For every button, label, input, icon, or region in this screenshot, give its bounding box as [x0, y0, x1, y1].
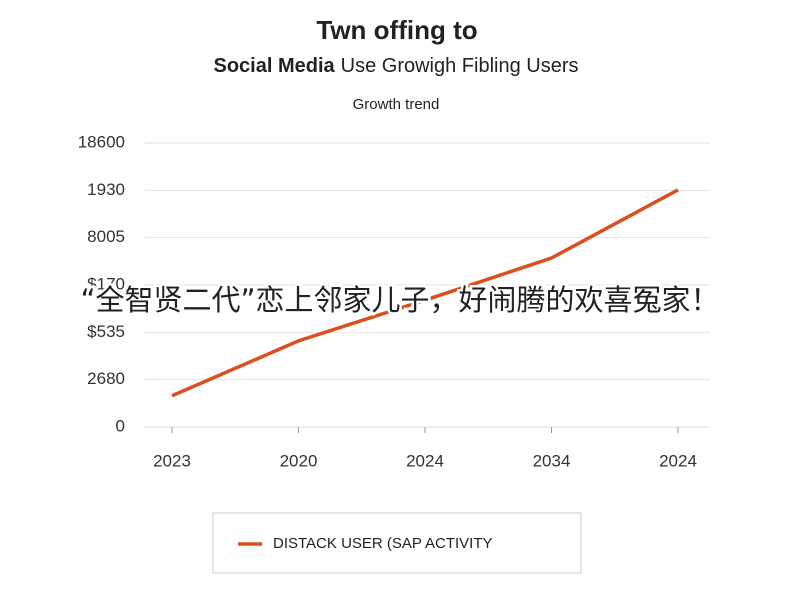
- legend-label: DISTACK USER (SAP ACTIVITY: [273, 535, 493, 552]
- y-tick-label: 1930: [87, 180, 125, 199]
- y-tick-label: $535: [87, 322, 125, 341]
- y-tick-label: 18600: [78, 132, 125, 151]
- y-tick-label: $170: [87, 274, 125, 293]
- x-tick-label: 2024: [659, 451, 697, 470]
- legend-box: [212, 512, 582, 574]
- y-tick-label: 2680: [87, 369, 125, 388]
- chart-title: Twn offing to: [316, 15, 477, 45]
- y-tick-label: 8005: [87, 227, 125, 246]
- axis-title: Growth trend: [353, 96, 440, 113]
- subtitle-bold: Social Media: [213, 55, 335, 77]
- chart-subtitle: Social Media Use Growigh Fibling Users: [213, 55, 578, 77]
- x-tick-label: 2024: [406, 451, 444, 470]
- x-tick-label: 2023: [153, 451, 191, 470]
- x-tick-label: 2034: [533, 451, 571, 470]
- overlay-text: “全智贤二代”恋上邻家儿子，好闹腾的欢喜冤家！: [80, 283, 719, 317]
- y-tick-label: 0: [116, 416, 125, 435]
- subtitle-rest: Use Growigh Fibling Users: [341, 55, 579, 77]
- data-line: [171, 188, 679, 398]
- x-tick-label: 2020: [280, 451, 318, 470]
